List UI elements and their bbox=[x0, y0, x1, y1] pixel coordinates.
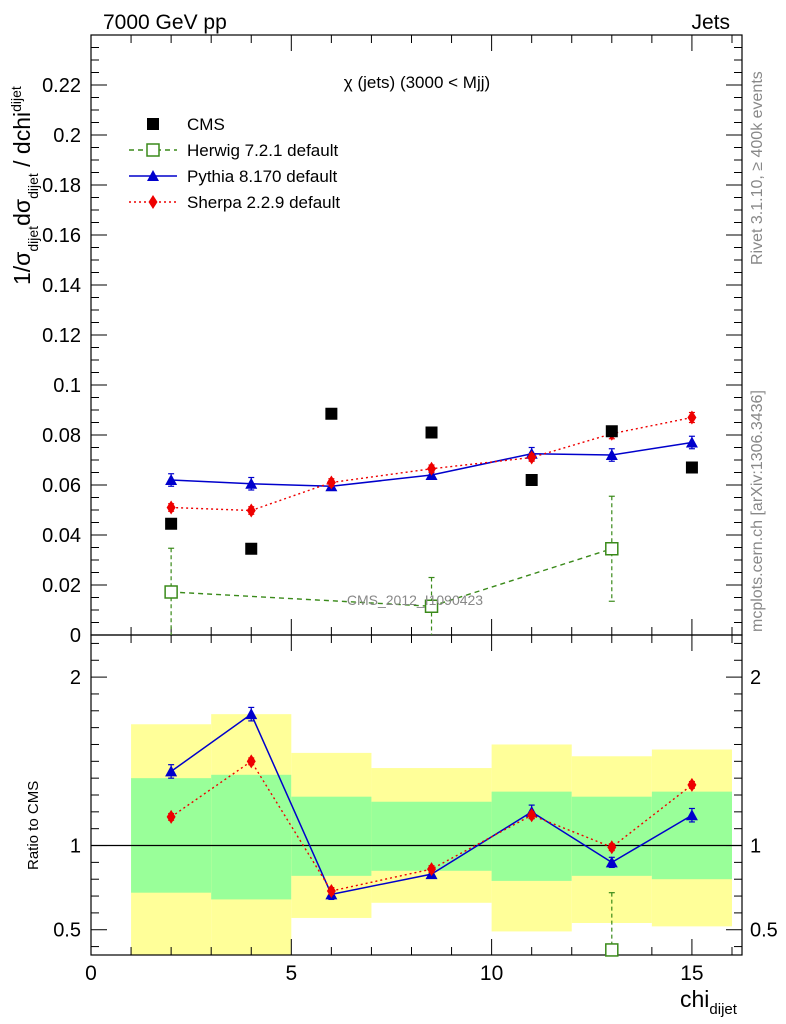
axes bbox=[90, 34, 743, 956]
data-marks bbox=[164, 407, 698, 957]
ratio-pythia-point bbox=[165, 765, 178, 777]
y-tick-label: 0.2 bbox=[53, 125, 81, 147]
ratio-y-tick-label-right: 2 bbox=[750, 667, 761, 689]
ratio-bands bbox=[131, 714, 732, 955]
legend: CMS Herwig 7.2.1 default Pythia 8.170 defa… bbox=[129, 115, 340, 212]
ratio-sherpa-point bbox=[607, 840, 617, 855]
legend-label-pythia: Pythia 8.170 default bbox=[187, 167, 338, 186]
x-tick-label: 15 bbox=[680, 962, 703, 985]
legend-label-sherpa: Sherpa 2.2.9 default bbox=[187, 193, 340, 212]
main-herwig-point bbox=[424, 599, 439, 613]
main-sherpa-point bbox=[427, 461, 437, 476]
ratio-pythia-point bbox=[605, 856, 618, 868]
legend-label-cms: CMS bbox=[187, 115, 225, 134]
y-tick-label: 0.02 bbox=[42, 575, 81, 597]
main-sherpa-point bbox=[326, 475, 336, 490]
ratio-pythia-point bbox=[685, 809, 698, 821]
y-tick-label: 0.22 bbox=[42, 75, 81, 97]
y-tick-label: 0.08 bbox=[42, 425, 81, 447]
main-sherpa-point bbox=[246, 503, 256, 518]
main-cms-point bbox=[245, 542, 258, 555]
main-pythia-point bbox=[685, 436, 698, 448]
main-cms-point bbox=[325, 407, 338, 420]
ratio-y-tick-label-right: 1 bbox=[750, 836, 761, 858]
x-axis-label: chidijet bbox=[680, 986, 738, 1018]
main-cms-point bbox=[605, 425, 618, 438]
ratio-sherpa-point bbox=[326, 884, 336, 898]
legend-label-herwig: Herwig 7.2.1 default bbox=[187, 141, 338, 160]
band-green-2 bbox=[291, 796, 372, 876]
main-cms-point bbox=[685, 461, 698, 474]
ratio-sherpa-point bbox=[527, 808, 537, 823]
band-green-3 bbox=[371, 801, 492, 871]
watermark: CMS_2012_I1090423 bbox=[347, 592, 483, 608]
band-green-1 bbox=[211, 774, 292, 900]
ratio-y-axis-label: Ratio to CMS bbox=[25, 781, 42, 870]
ratio-sherpa-point bbox=[687, 777, 697, 792]
band-green-0 bbox=[131, 778, 212, 893]
x-tick-label: 5 bbox=[285, 962, 297, 985]
plot-title: χ (jets) (3000 < Mjj) bbox=[344, 73, 490, 92]
legend-marker-cms bbox=[147, 118, 159, 130]
x-tick-label: 0 bbox=[85, 962, 97, 985]
main-sherpa-point bbox=[687, 410, 697, 425]
ratio-y-tick-label: 1 bbox=[70, 836, 81, 858]
rivet-label: Rivet 3.1.10, ≥ 400k events bbox=[749, 71, 766, 265]
main-pythia-point bbox=[605, 449, 618, 460]
main-cms-point bbox=[165, 517, 178, 530]
main-pythia-point bbox=[245, 477, 258, 489]
ratio-y-tick-label: 0.5 bbox=[53, 920, 81, 942]
y-tick-label: 0.06 bbox=[42, 475, 81, 497]
main-sherpa-point bbox=[527, 450, 537, 465]
ratio-sherpa-point bbox=[166, 809, 176, 824]
y-tick-label: 0.14 bbox=[42, 275, 81, 297]
ratio-herwig-point bbox=[605, 943, 619, 957]
x-tick-label: 10 bbox=[480, 962, 503, 985]
legend-marker-herwig bbox=[146, 143, 160, 157]
ratio-pythia-point bbox=[245, 708, 258, 720]
main-herwig-point bbox=[605, 542, 619, 556]
legend-marker-pythia bbox=[147, 170, 159, 181]
y-tick-label: 0.1 bbox=[53, 375, 81, 397]
main-herwig-point bbox=[164, 585, 178, 599]
main-cms-point bbox=[425, 426, 438, 439]
y-tick-label: 0.04 bbox=[42, 525, 81, 547]
mcplots-label: mcplots.cern.ch [arXiv:1306.3436] bbox=[749, 390, 766, 632]
ratio-sherpa-point bbox=[246, 754, 256, 769]
ratio-y-tick-label-right: 0.5 bbox=[750, 920, 778, 942]
y-tick-label: 0.12 bbox=[42, 325, 81, 347]
ratio-sherpa-point bbox=[427, 862, 437, 877]
y-tick-label: 0.18 bbox=[42, 175, 81, 197]
y-tick-label: 0.16 bbox=[42, 225, 81, 247]
header-left: 7000 GeV pp bbox=[103, 11, 227, 34]
legend-marker-sherpa bbox=[148, 195, 158, 209]
band-green-6 bbox=[651, 791, 732, 880]
header-right: Jets bbox=[691, 11, 730, 34]
y-tick-label: 0 bbox=[70, 625, 81, 647]
main-pythia-point bbox=[165, 474, 178, 485]
main-sherpa-point bbox=[166, 500, 176, 515]
main-cms-point bbox=[525, 474, 538, 486]
ratio-y-tick-label: 2 bbox=[70, 667, 81, 689]
chart-labels: 7000 GeV pp Jets χ (jets) (3000 < Mjj) C… bbox=[8, 11, 778, 1018]
y-axis-label: 1/σdijetdσdijet / dchidijet bbox=[8, 86, 41, 285]
